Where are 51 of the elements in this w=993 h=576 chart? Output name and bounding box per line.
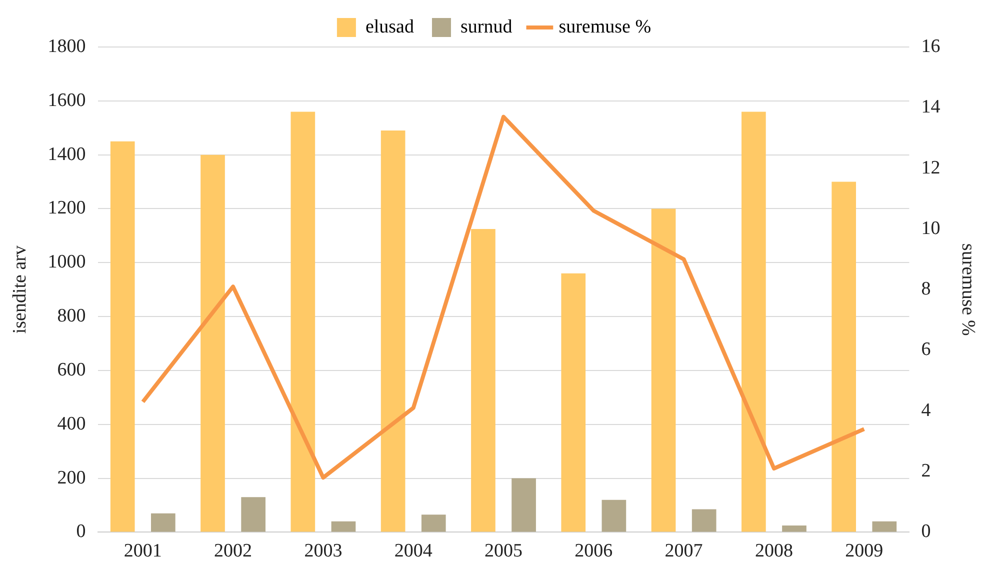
y2-tick-label: 12 — [921, 157, 940, 178]
y-tick-label: 1000 — [48, 252, 86, 273]
y-tick-label: 1400 — [48, 144, 86, 165]
bar — [380, 130, 406, 532]
x-tick-label: 2001 — [124, 540, 162, 562]
bar — [110, 141, 135, 532]
bar — [782, 525, 806, 532]
x-tick-label: 2004 — [394, 540, 433, 562]
bar — [872, 521, 897, 532]
bar — [561, 273, 586, 532]
y-tick-label: 200 — [57, 467, 86, 488]
bar — [150, 513, 176, 532]
bar — [832, 182, 856, 532]
bar — [512, 478, 536, 532]
x-tick-label: 2003 — [304, 540, 342, 562]
y2-tick-label: 4 — [921, 400, 932, 421]
bar — [331, 521, 356, 532]
bar — [742, 112, 766, 532]
y2-tick-label: 14 — [921, 96, 941, 118]
legend-label: suremuse % — [558, 16, 652, 38]
legend-label: surnud — [460, 16, 513, 38]
bar — [651, 208, 676, 532]
y2-tick-label: 2 — [921, 460, 931, 482]
y-tick-label: 1800 — [48, 36, 86, 57]
bar — [692, 509, 716, 532]
x-tick-label: 2008 — [754, 540, 793, 562]
bar — [241, 497, 266, 532]
y-tick-label: 600 — [57, 359, 86, 380]
x-tick-label: 2005 — [484, 540, 522, 562]
x-tick-label: 2002 — [214, 540, 252, 562]
bar — [471, 228, 496, 532]
x-tick-label: 2007 — [664, 540, 703, 562]
legend-label: elusad — [365, 16, 414, 38]
y2-tick-label: 6 — [921, 339, 931, 360]
bar — [290, 112, 316, 532]
y2-tick-label: 10 — [921, 218, 940, 239]
y-tick-label: 1200 — [48, 198, 86, 219]
bar — [200, 154, 225, 532]
y-axis-title: isendite arv — [9, 245, 30, 334]
y-tick-label: 400 — [57, 413, 86, 434]
y2-tick-label: 8 — [921, 278, 931, 300]
bar — [421, 514, 446, 532]
y2-tick-label: 16 — [921, 36, 940, 57]
y-tick-label: 1600 — [48, 90, 86, 111]
x-tick-label: 2006 — [574, 540, 613, 562]
y2-axis-title: suremuse % — [958, 243, 979, 336]
y-tick-label: 800 — [57, 306, 86, 327]
y2-tick-label: 0 — [921, 521, 931, 542]
bar — [602, 500, 626, 532]
y-tick-label: 0 — [76, 521, 86, 542]
x-tick-label: 2009 — [845, 540, 884, 562]
